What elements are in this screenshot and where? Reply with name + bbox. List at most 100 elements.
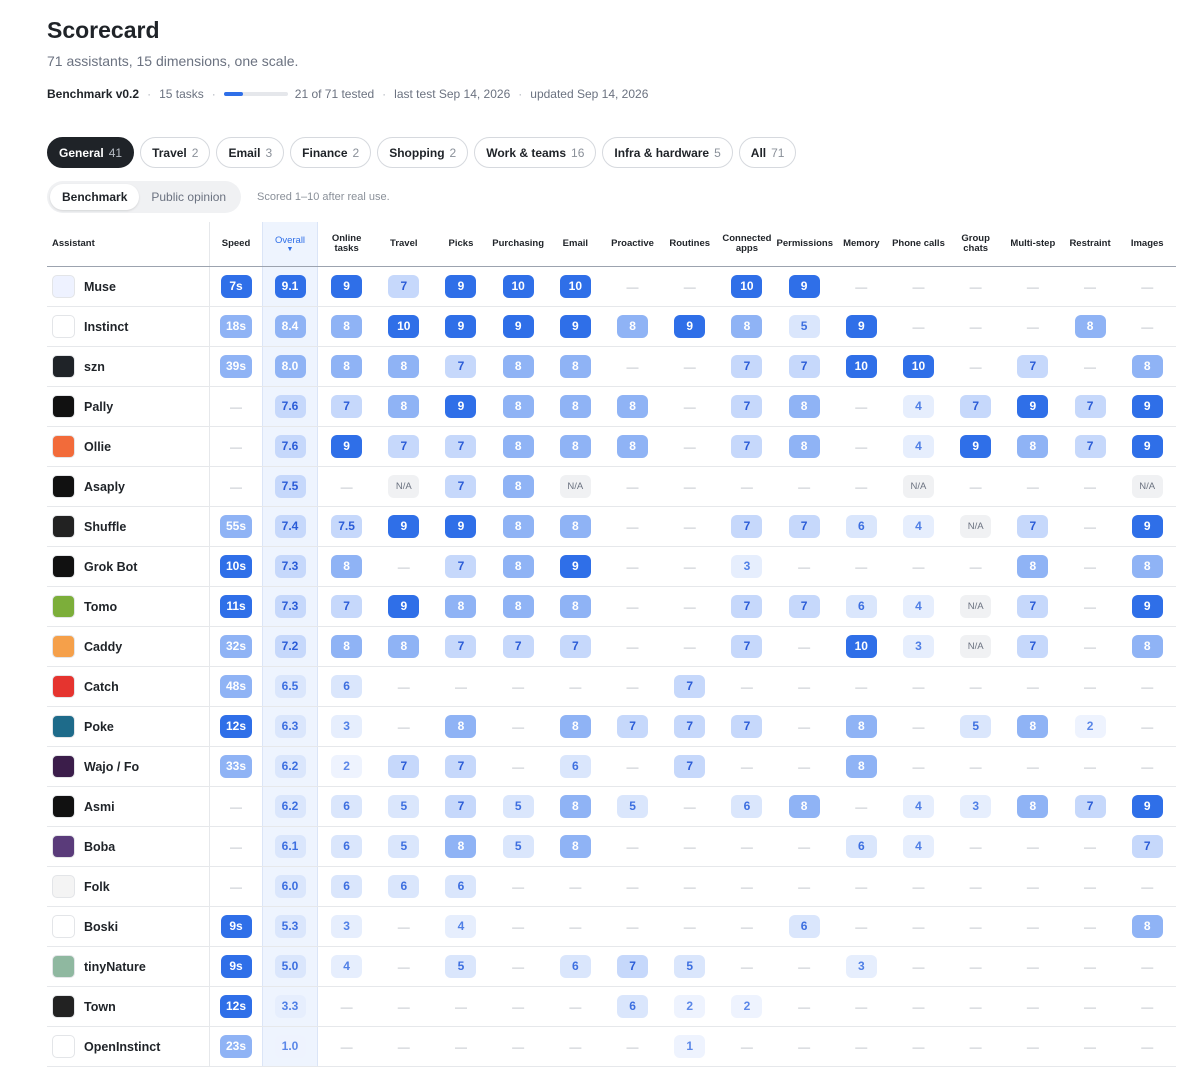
score-pill: 8 <box>559 715 591 738</box>
tab-label: All <box>750 145 767 160</box>
assistant-name: Instinct <box>47 315 209 338</box>
speed-pill: 11s <box>220 595 252 618</box>
score-cell: — <box>775 866 833 907</box>
score-cell: — <box>489 866 547 907</box>
column-header[interactable]: Phone calls <box>889 222 948 267</box>
column-header[interactable]: Routines <box>661 222 719 267</box>
score-pill: 7 <box>388 275 420 298</box>
column-header[interactable]: Group chats <box>947 222 1005 267</box>
score-pill: 7 <box>1074 395 1106 418</box>
assistant-row[interactable]: Instinct 18s 8.4 8 10 9 9 9 8 9 8 5 9 — — — 8 — <box>47 306 1176 347</box>
column-header[interactable]: Memory <box>832 222 890 267</box>
category-tab[interactable]: Shopping 2 <box>377 137 469 168</box>
score-cell: — <box>375 546 433 587</box>
score-cell: 9 <box>375 586 433 627</box>
assistant-row[interactable]: szn 39s 8.0 8 8 7 8 8 — — 7 7 10 10 — 7 — 8 <box>47 346 1176 387</box>
score-cell: — <box>1118 706 1176 747</box>
category-tab[interactable]: General 41 <box>47 137 135 168</box>
speed-pill: 32s <box>219 635 253 658</box>
assistant-row[interactable]: Boski 9s 5.3 3 — 4 — — — — — 6 — — — — — 8 <box>47 906 1176 947</box>
assistant-row[interactable]: Ollie — 7.6 9 7 7 8 8 8 — 7 8 — 4 9 8 7 9 <box>47 426 1176 467</box>
assistant-row[interactable]: Pally — 7.6 7 8 9 8 8 8 — 7 8 — 4 7 9 7 9 <box>47 386 1176 427</box>
score-pill: 9 <box>331 435 363 458</box>
column-header[interactable]: Travel <box>375 222 433 267</box>
score-cell: 4 <box>889 426 948 467</box>
column-header[interactable]: Email <box>546 222 604 267</box>
score-cell: — <box>1004 1026 1062 1067</box>
score-cell: 3 <box>832 946 890 987</box>
score-pill: 4 <box>902 435 934 458</box>
assistant-row[interactable]: Boba — 6.1 6 5 8 5 8 — — — — 6 4 — — — 7 <box>47 826 1176 867</box>
score-cell: 5 <box>661 946 719 987</box>
score-pill: 5 <box>445 955 477 978</box>
score-cell: N/A <box>546 466 604 507</box>
score-pill: 4 <box>445 915 477 938</box>
overall-pill: 7.4 <box>274 515 306 538</box>
assistant-row[interactable]: Town 12s 3.3 — — — — — 6 2 2 — — — — — — — <box>47 986 1176 1027</box>
assistant-row[interactable]: Grok Bot 10s 7.3 8 — 7 8 9 — — 3 — — — — 8 — 8 <box>47 546 1176 587</box>
category-tab[interactable]: Work & teams 16 <box>474 137 597 168</box>
assistant-row[interactable]: Catch 48s 6.5 6 — — — — — 7 — — — — — — — — <box>47 666 1176 707</box>
assistant-row[interactable]: Asaply — 7.5 — N/A 7 8 N/A — — — — — N/A — — — N/A <box>47 466 1176 507</box>
column-header[interactable]: Connected apps <box>718 222 776 267</box>
assistant-row[interactable]: Muse 7s 9.1 9 7 9 10 10 — — 10 9 — — — — — — <box>47 266 1176 307</box>
score-pill: 6 <box>788 915 820 938</box>
empty-dash: — <box>1026 999 1039 1014</box>
category-tab[interactable]: Travel 2 <box>140 137 211 168</box>
score-pill: 9 <box>388 595 420 618</box>
category-tab[interactable]: Finance 2 <box>290 137 372 168</box>
column-header[interactable]: Multi-step <box>1004 222 1062 267</box>
score-cell: 7 <box>432 786 490 827</box>
column-header[interactable]: Permissions <box>775 222 833 267</box>
toggle-option[interactable]: Public opinion <box>151 190 227 204</box>
score-pill: 8 <box>502 475 534 498</box>
assistant-label: szn <box>84 359 105 374</box>
empty-dash: — <box>683 919 696 934</box>
column-header[interactable]: Images <box>1118 222 1176 267</box>
column-header[interactable]: Restraint <box>1061 222 1119 267</box>
category-tab[interactable]: All 71 <box>738 137 797 168</box>
score-cell: — <box>832 386 890 427</box>
score-cell: 2 <box>317 746 376 787</box>
score-cell: N/A <box>1118 466 1176 507</box>
score-cell: — <box>1061 506 1119 547</box>
empty-dash: — <box>512 1039 525 1054</box>
empty-dash: — <box>912 759 925 774</box>
score-cell: — <box>832 666 890 707</box>
score-cell: — <box>603 506 662 547</box>
column-header[interactable]: Speed <box>209 222 263 267</box>
assistant-row[interactable]: Tomo 11s 7.3 7 9 8 8 8 — — 7 7 6 4 N/A 7 — 9 <box>47 586 1176 627</box>
column-header[interactable]: Online tasks <box>317 222 376 267</box>
score-pill: 6 <box>845 515 877 538</box>
tab-count: 2 <box>191 145 199 160</box>
assistant-row[interactable]: Folk — 6.0 6 6 6 — — — — — — — — — — — — <box>47 866 1176 907</box>
assistant-row[interactable]: tinyNature 9s 5.0 4 — 5 — 6 7 5 — — 3 — — — — — <box>47 946 1176 987</box>
assistant-label: Asaply <box>84 479 125 494</box>
column-header[interactable]: Purchasing <box>489 222 547 267</box>
score-cell: 7 <box>1004 626 1062 667</box>
overall-pill: 7.3 <box>274 595 306 618</box>
overall-cell: 7.3 <box>262 586 318 627</box>
assistant-row[interactable]: Caddy 32s 7.2 8 8 7 7 7 — — 7 — 10 3 N/A 7 — 8 <box>47 626 1176 667</box>
assistant-row[interactable]: Wajo / Fo 33s 6.2 2 7 7 — 6 — 7 — — 8 — — — — — <box>47 746 1176 787</box>
column-header[interactable]: Overall ▼ <box>262 222 318 267</box>
score-pill: 7 <box>1074 435 1106 458</box>
column-header[interactable]: Proactive <box>603 222 662 267</box>
score-cell: — <box>947 746 1005 787</box>
assistant-row[interactable]: Shuffle 55s 7.4 7.5 9 9 8 8 — — 7 7 6 4 N/A 7 — 9 <box>47 506 1176 547</box>
toggle-note: Scored 1–10 after real use. <box>257 191 390 203</box>
score-cell: 7 <box>375 266 433 307</box>
toggle-option[interactable]: Benchmark <box>50 184 140 210</box>
score-pill: 8 <box>1017 715 1049 738</box>
score-cell: 10 <box>546 266 604 307</box>
progress-bar <box>223 92 288 96</box>
empty-dash: — <box>1141 959 1154 974</box>
assistant-cell: Poke <box>47 706 210 747</box>
category-tab[interactable]: Infra & hardware 5 <box>602 137 733 168</box>
score-cell: — <box>832 466 890 507</box>
column-header[interactable]: Picks <box>432 222 490 267</box>
category-tab[interactable]: Email 3 <box>216 137 285 168</box>
assistant-row[interactable]: OpenInstinct 23s 1.0 — — — — — — 1 — — — — — — — — <box>47 1026 1176 1067</box>
assistant-row[interactable]: Poke 12s 6.3 3 — 8 — 8 7 7 7 — 8 — 5 8 2 — <box>47 706 1176 747</box>
assistant-row[interactable]: Asmi — 6.2 6 5 7 5 8 5 — 6 8 — 4 3 8 7 9 <box>47 786 1176 827</box>
